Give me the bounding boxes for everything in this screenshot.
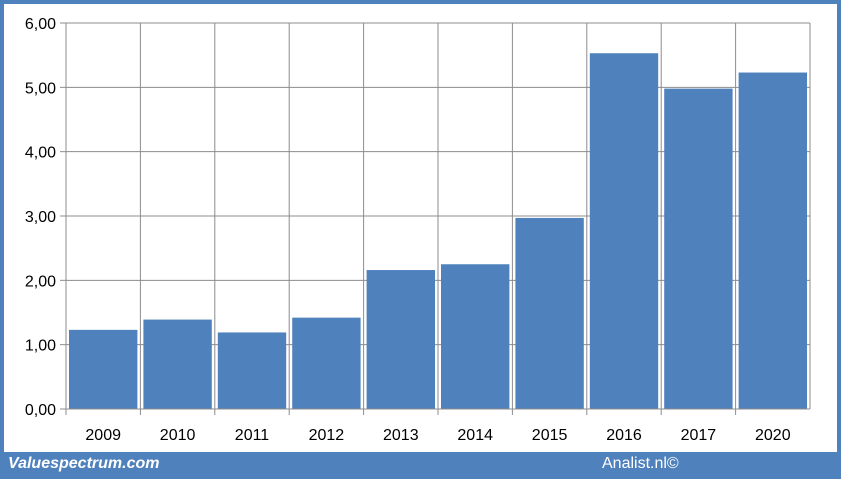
bar-2016 <box>589 53 659 410</box>
copyright-text: Analist.nl© <box>602 455 679 472</box>
bar-2011 <box>217 332 287 409</box>
bars <box>69 53 807 410</box>
y-tick-label: 0,00 <box>25 402 56 419</box>
x-tick-label: 2017 <box>681 427 717 444</box>
tick-labels: 0,00 1,00 2,00 3,00 4,00 5,00 6,00 2009 2010 2011… <box>25 16 791 444</box>
bar-2015 <box>515 217 584 409</box>
y-tick-label: 6,00 <box>25 16 56 33</box>
bar-2013 <box>366 270 435 409</box>
bar-2009 <box>69 329 138 409</box>
y-tick-label: 1,00 <box>25 338 56 355</box>
x-tick-label: 2010 <box>160 427 196 444</box>
x-tick-label: 2009 <box>85 427 121 444</box>
y-tick-label: 3,00 <box>25 209 56 226</box>
bar-2017 <box>664 88 733 410</box>
x-tick-label: 2013 <box>383 427 419 444</box>
axes <box>60 22 810 415</box>
x-tick-label: 2016 <box>606 427 642 444</box>
x-tick-label: 2012 <box>309 427 345 444</box>
x-tick-label: 2014 <box>457 427 493 444</box>
x-tick-label: 2011 <box>235 427 270 444</box>
bar-2010 <box>143 319 212 409</box>
bar-2012 <box>292 317 361 409</box>
y-tick-label: 5,00 <box>25 80 56 97</box>
bar-2020 <box>738 72 807 409</box>
bar-2014 <box>441 264 510 409</box>
x-tick-label: 2020 <box>755 427 791 444</box>
source-watermark: Valuespectrum.com <box>8 455 160 472</box>
x-tick-label: 2015 <box>532 427 568 444</box>
y-tick-label: 2,00 <box>25 273 56 290</box>
y-tick-label: 4,00 <box>25 145 56 162</box>
